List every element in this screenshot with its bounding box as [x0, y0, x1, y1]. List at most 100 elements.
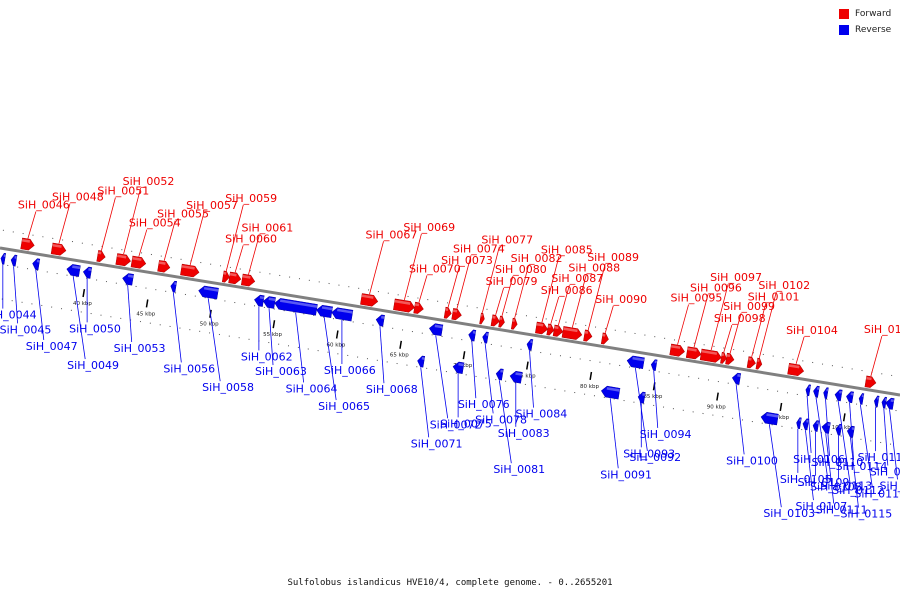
gene-arrow-SiH_0074[interactable] [451, 308, 463, 321]
gene-arrow-SiH_0109[interactable] [812, 420, 820, 432]
gene-label-SiH_0081[interactable]: SiH_0081 [493, 463, 545, 476]
gene-arrow-SiH_0103[interactable] [760, 411, 779, 426]
gene-arrow-SiH_0107[interactable] [802, 418, 810, 431]
gene-arrow-SiH_0114[interactable] [846, 391, 854, 404]
gene-arrow-SiH_0108[interactable] [813, 385, 820, 398]
gene-label-SiH_0051[interactable]: SiH_0051 [97, 184, 149, 197]
gene-arrow-SiH_0110[interactable] [823, 387, 829, 400]
gene-label-SiH_0120[interactable]: SiH_0120 [880, 479, 900, 492]
gene-label-SiH_0102[interactable]: SiH_0102 [758, 279, 810, 292]
gene-arrow-SiH_0053[interactable] [122, 273, 134, 286]
gene-arrow-SiH_0082[interactable] [510, 317, 518, 330]
gene-label-SiH_0106[interactable]: SiH_0106 [793, 453, 845, 466]
gene-label-SiH_0053[interactable]: SiH_0053 [114, 342, 166, 355]
gene-arrow-SiH_0052[interactable] [115, 253, 132, 267]
gene-arrow-SiH_0063[interactable] [262, 296, 276, 309]
gene-label-SiH_0113[interactable]: SiH_0113 [820, 480, 872, 493]
gene-arrow-SiH_0084[interactable] [526, 339, 534, 351]
gene-label-SiH_0094[interactable]: SiH_0094 [640, 428, 692, 441]
gene-label-SiH_0052[interactable]: SiH_0052 [123, 175, 175, 188]
gene-arrow-SiH_0105[interactable] [796, 417, 802, 430]
gene-label-SiH_0063[interactable]: SiH_0063 [255, 365, 307, 378]
gene-label-SiH_0112[interactable]: SiH_0112 [832, 484, 884, 497]
gene-label-SiH_0101[interactable]: SiH_0101 [748, 291, 800, 304]
gene-arrow-SiH_0085[interactable] [535, 321, 548, 335]
gene-arrow-SiH_0075[interactable] [452, 361, 465, 374]
gene-arrow-SiH_0058[interactable] [198, 285, 219, 300]
gene-label-SiH_0075[interactable]: SiH_0075 [440, 417, 492, 430]
gene-label-SiH_0065[interactable]: SiH_0065 [318, 400, 370, 413]
gene-label-SiH_0083[interactable]: SiH_0083 [498, 427, 550, 440]
gene-arrow-SiH_0073[interactable] [443, 306, 452, 319]
gene-arrow-SiH_0092[interactable] [626, 355, 645, 369]
gene-label-SiH_0108[interactable]: SiH_0108 [810, 480, 862, 493]
gene-label-SiH_0044[interactable]: SiH_0044 [0, 309, 37, 322]
gene-label-SiH_0080[interactable]: SiH_0080 [495, 263, 547, 276]
gene-label-SiH_0057[interactable]: SiH_0057 [186, 199, 238, 212]
gene-label-SiH_0091[interactable]: SiH_0091 [600, 468, 652, 481]
gene-arrow-SiH_0087[interactable] [552, 324, 564, 337]
gene-arrow-SiH_0101[interactable] [746, 356, 756, 369]
gene-label-SiH_0090[interactable]: SiH_0090 [595, 293, 647, 306]
gene-arrow-SiH_0096[interactable] [685, 346, 702, 360]
gene-label-SiH_0103[interactable]: SiH_0103 [763, 507, 815, 520]
gene-label-SiH_0076[interactable]: SiH_0076 [458, 398, 510, 411]
gene-arrow-SiH_0060[interactable] [228, 271, 242, 285]
gene-arrow-SiH_0055[interactable] [157, 260, 171, 273]
gene-arrow-SiH_0120[interactable] [885, 397, 895, 410]
gene-arrow-SiH_0097[interactable] [699, 348, 722, 363]
gene-label-SiH_0093[interactable]: SiH_0093 [623, 447, 675, 460]
gene-arrow-SiH_0076[interactable] [468, 329, 477, 342]
gene-label-SiH_0088[interactable]: SiH_0088 [568, 261, 620, 274]
gene-arrow-SiH_0067[interactable] [360, 293, 379, 307]
gene-arrow-SiH_0070[interactable] [413, 301, 425, 314]
gene-label-SiH_0087[interactable]: SiH_0087 [551, 272, 603, 285]
gene-arrow-SiH_0119[interactable] [881, 396, 888, 409]
gene-label-SiH_0070[interactable]: SiH_0070 [409, 262, 461, 275]
gene-arrow-SiH_0118[interactable] [873, 395, 880, 408]
gene-label-SiH_0048[interactable]: SiH_0048 [52, 191, 104, 204]
gene-label-SiH_0072[interactable]: SiH_0072 [430, 418, 482, 431]
gene-label-SiH_0061[interactable]: SiH_0061 [241, 221, 293, 234]
gene-arrow-SiH_0081[interactable] [495, 368, 504, 381]
gene-label-SiH_0056[interactable]: SiH_0056 [163, 362, 215, 375]
gene-arrow-SiH_0094[interactable] [650, 359, 658, 372]
gene-label-SiH_0077[interactable]: SiH_0077 [481, 234, 533, 247]
gene-arrow-SiH_0106[interactable] [805, 384, 811, 397]
gene-arrow-SiH_0091[interactable] [600, 385, 621, 400]
gene-label-SiH_0085[interactable]: SiH_0085 [541, 243, 593, 256]
gene-label-SiH_0115[interactable]: SiH_0115 [840, 507, 892, 520]
gene-arrow-SiH_0051[interactable] [96, 250, 106, 263]
gene-arrow-SiH_0056[interactable] [170, 280, 178, 293]
gene-arrow-SiH_0062[interactable] [254, 294, 265, 307]
gene-arrow-SiH_0078[interactable] [482, 331, 489, 344]
gene-arrow-SiH_0066[interactable] [331, 307, 354, 322]
gene-arrow-SiH_0112[interactable] [834, 389, 843, 402]
gene-label-SiH_0119[interactable]: SiH_0119 [870, 465, 900, 478]
gene-arrow-SiH_0047[interactable] [32, 258, 41, 271]
gene-label-SiH_0067[interactable]: SiH_0067 [366, 228, 418, 241]
gene-arrow-SiH_0077[interactable] [479, 312, 486, 325]
gene-arrow-SiH_0088[interactable] [561, 326, 583, 340]
gene-arrow-SiH_0104[interactable] [787, 362, 805, 377]
gene-label-SiH_0047[interactable]: SiH_0047 [26, 340, 78, 353]
gene-label-SiH_0110[interactable]: SiH_0110 [812, 456, 864, 469]
gene-arrow-SiH_0100[interactable] [731, 372, 742, 385]
gene-label-SiH_0068[interactable]: SiH_0068 [366, 383, 418, 396]
gene-arrow-SiH_0095[interactable] [669, 343, 686, 357]
gene-arrow-SiH_0065[interactable] [316, 304, 333, 319]
gene-label-SiH_0104[interactable]: SiH_0104 [786, 324, 838, 337]
gene-label-SiH_0082[interactable]: SiH_0082 [511, 252, 563, 265]
gene-label-SiH_0062[interactable]: SiH_0062 [241, 350, 293, 363]
gene-arrow-SiH_0048[interactable] [50, 242, 67, 256]
gene-label-SiH_0107[interactable]: SiH_0107 [795, 500, 847, 513]
gene-label-SiH_0074[interactable]: SiH_0074 [453, 243, 505, 256]
gene-label-SiH_0064[interactable]: SiH_0064 [286, 382, 338, 395]
gene-arrow-SiH_0069[interactable] [393, 298, 415, 313]
gene-arrow-SiH_0080[interactable] [498, 315, 506, 328]
gene-label-SiH_0114[interactable]: SiH_0114 [836, 460, 888, 473]
gene-label-SiH_0095[interactable]: SiH_0095 [671, 292, 723, 305]
gene-arrow-SiH_0064[interactable] [274, 298, 318, 316]
gene-label-SiH_0059[interactable]: SiH_0059 [225, 192, 277, 205]
gene-label-SiH_0092[interactable]: SiH_0092 [629, 451, 681, 464]
